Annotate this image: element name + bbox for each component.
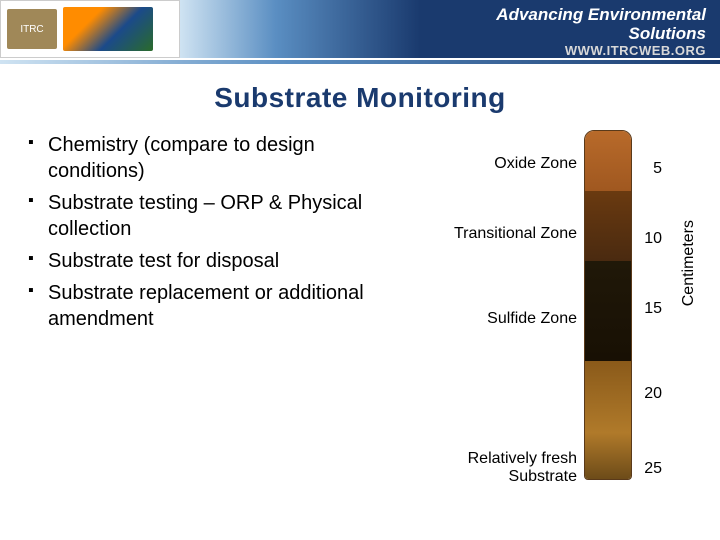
header-text: Advancing Environmental Solutions WWW.IT…	[420, 0, 720, 58]
flower-image	[63, 7, 153, 51]
core-diagram: Oxide Zone Transitional Zone Sulfide Zon…	[392, 130, 692, 520]
header-tagline: Advancing Environmental Solutions	[420, 6, 706, 43]
core-zone-fresh	[585, 361, 631, 480]
logo-block: ITRC	[0, 0, 180, 58]
core-zone-oxide	[585, 131, 631, 191]
slide-title: Substrate Monitoring	[0, 82, 720, 114]
bullet-item: Substrate testing – ORP & Physical colle…	[28, 190, 388, 242]
core-zone-sulfide	[585, 261, 631, 361]
bullet-list-primary: Chemistry (compare to design conditions)…	[28, 132, 388, 274]
axis-tick: 10	[644, 230, 662, 248]
axis-tick: 25	[644, 460, 662, 478]
axis-tick: 5	[653, 160, 662, 178]
header-underline	[0, 60, 720, 64]
slide-header: ITRC Advancing Environmental Solutions W…	[0, 0, 720, 58]
core-zone-transitional	[585, 191, 631, 261]
zone-label: Transitional Zone	[427, 225, 577, 243]
itrc-logo: ITRC	[7, 9, 57, 49]
bullet-item: Chemistry (compare to design conditions)	[28, 132, 388, 184]
zone-label: Sulfide Zone	[427, 310, 577, 328]
header-gradient	[180, 0, 420, 58]
header-url: WWW.ITRCWEB.ORG	[420, 43, 706, 58]
bullet-item: Substrate test for disposal	[28, 248, 388, 274]
zone-label: Relatively fresh Substrate	[427, 450, 577, 485]
axis-tick: 15	[644, 300, 662, 318]
zone-label: Oxide Zone	[427, 155, 577, 173]
core-sample	[584, 130, 632, 480]
axis-tick: 20	[644, 385, 662, 403]
bullet-item: Substrate replacement or additional amen…	[28, 280, 388, 332]
axis-label: Centimeters	[680, 220, 698, 306]
bullet-list-secondary: Substrate replacement or additional amen…	[28, 280, 388, 332]
